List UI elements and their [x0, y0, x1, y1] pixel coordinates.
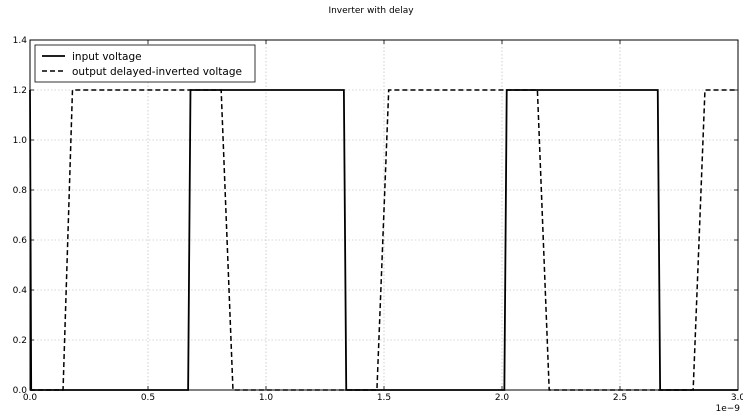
chart-title: Inverter with delay: [328, 6, 414, 16]
x-axis-exponent-label: 1e−9: [715, 404, 740, 414]
x-tick-label: 0.0: [23, 393, 38, 403]
y-tick-label: 1.0: [13, 136, 28, 146]
y-tick-label: 1.4: [13, 36, 28, 46]
series-line-output-voltage: [30, 89, 738, 391]
y-tick-label: 0.6: [13, 236, 28, 246]
y-tick-label: 0.8: [13, 186, 28, 196]
grid: [29, 39, 739, 391]
y-tick-label: 0.0: [13, 386, 28, 396]
x-tick-label: 1.5: [377, 393, 391, 403]
legend-label: input voltage: [72, 51, 142, 63]
y-tick-label: 1.2: [13, 86, 27, 96]
legend-label: output delayed-inverted voltage: [72, 66, 242, 78]
x-tick-label: 0.5: [141, 393, 155, 403]
x-tick-label: 3.0: [731, 393, 743, 403]
legend: input voltage output delayed-inverted vol…: [34, 44, 256, 83]
x-tick-label: 2.0: [495, 393, 510, 403]
y-tick-label: 0.2: [13, 336, 27, 346]
axes: 0.0 0.5 1.0 1.5 2.0 2.5 3.0 0.0 0.2 0.4 0.6 0.8 1.0 1…: [13, 36, 743, 403]
x-tick-label: 2.5: [613, 393, 627, 403]
y-tick-label: 0.4: [13, 286, 28, 296]
x-tick-label: 1.0: [259, 393, 274, 403]
legend-box: [34, 44, 256, 83]
